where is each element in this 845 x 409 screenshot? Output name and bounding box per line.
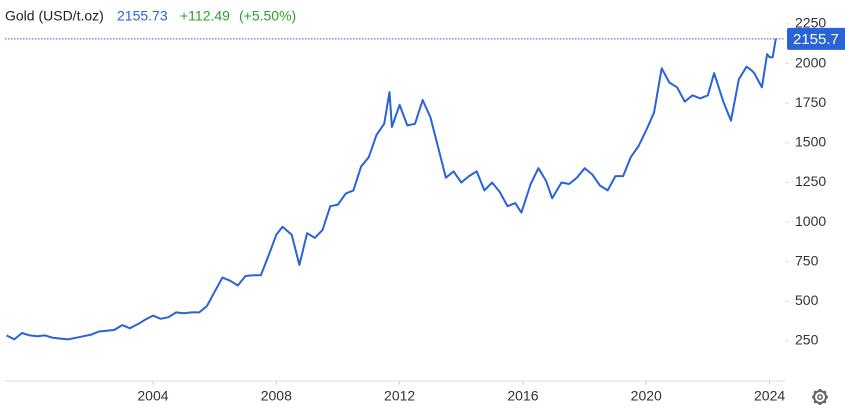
price-change: +112.49 (180, 8, 230, 24)
y-tick-label: 2000 (795, 54, 826, 70)
y-tick-label: 250 (795, 332, 819, 348)
y-tick-label: 500 (795, 292, 819, 308)
x-tick-label: 2020 (631, 388, 662, 404)
x-tick-label: 2024 (754, 388, 785, 404)
x-tick-label: 2004 (137, 388, 168, 404)
x-tick-label: 2012 (384, 388, 415, 404)
x-tick-label: 2008 (261, 388, 292, 404)
settings-icon[interactable] (812, 389, 828, 405)
last-price: 2155.73 (117, 8, 168, 24)
y-tick-label: 1250 (795, 173, 826, 189)
y-tick-label: 1000 (795, 213, 826, 229)
last-price-box (787, 27, 845, 50)
y-tick-label: 750 (795, 252, 819, 268)
y-tick-label: 1500 (795, 134, 826, 150)
y-tick-label: 2250 (795, 15, 826, 31)
price-line (6, 38, 777, 341)
chart-title: Gold (USD/t.oz) (5, 8, 104, 24)
y-tick-label: 1750 (795, 94, 826, 110)
price-change-pct: (+5.50%) (239, 8, 296, 24)
x-tick-label: 2016 (507, 388, 538, 404)
last-price-box-label: 2155.7 (793, 31, 839, 48)
